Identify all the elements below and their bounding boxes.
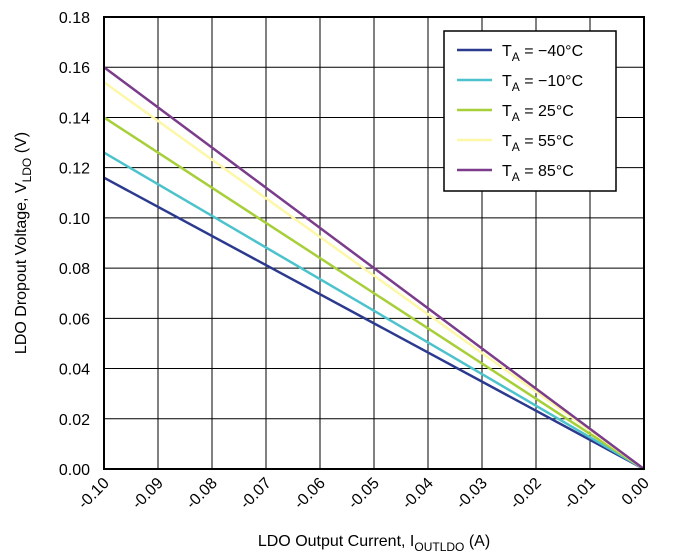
y-axis-label: LDO Dropout Voltage, VLDO (V) [13, 132, 34, 354]
x-axis-label: LDO Output Current, IOUTLDO (A) [258, 533, 490, 554]
x-axis-label-unit: (A) [464, 533, 490, 550]
legend-label-1: TA = −10°C [502, 73, 583, 94]
y-tick-label: 0.12 [59, 161, 90, 178]
series-line-3 [103, 81, 645, 471]
legend: TA = −40°C TA = −10°C TA = 25°C TA = 55°C TA… [443, 30, 617, 192]
y-tick-label: 0.04 [59, 362, 90, 379]
legend-label-0: TA = −40°C [502, 43, 583, 64]
x-axis-label-main: LDO Output Current, I [258, 533, 415, 550]
y-tick-label: 0.06 [59, 311, 90, 328]
series-line-2 [103, 116, 645, 471]
y-axis-label-unit: (V) [13, 132, 30, 158]
y-axis-ticks: 0.00 0.02 0.04 0.06 0.08 0.10 0.12 0.14 0.16 0.18 [59, 10, 90, 479]
y-tick-label: 0.18 [59, 10, 90, 27]
y-tick-label: 0.10 [59, 211, 90, 228]
y-tick-label: 0.16 [59, 60, 90, 77]
y-tick-label: 0.02 [59, 412, 90, 429]
legend-label-3: TA = 55°C [502, 133, 574, 154]
plot-frame [103, 16, 645, 470]
y-axis-label-main: LDO Dropout Voltage, V [13, 182, 30, 354]
series-line-1 [103, 151, 645, 471]
y-tick-label: 0.00 [59, 462, 90, 479]
series-line-0 [103, 176, 645, 471]
legend-label-4: TA = 85°C [502, 163, 574, 184]
x-axis-label-sub: OUTLDO [414, 540, 464, 554]
y-axis-label-sub: LDO [20, 158, 34, 183]
y-tick-label: 0.08 [59, 261, 90, 278]
legend-label-2: TA = 25°C [502, 103, 574, 124]
y-tick-label: 0.14 [59, 110, 90, 127]
series-lines [103, 66, 645, 471]
series-line-4 [103, 66, 645, 471]
